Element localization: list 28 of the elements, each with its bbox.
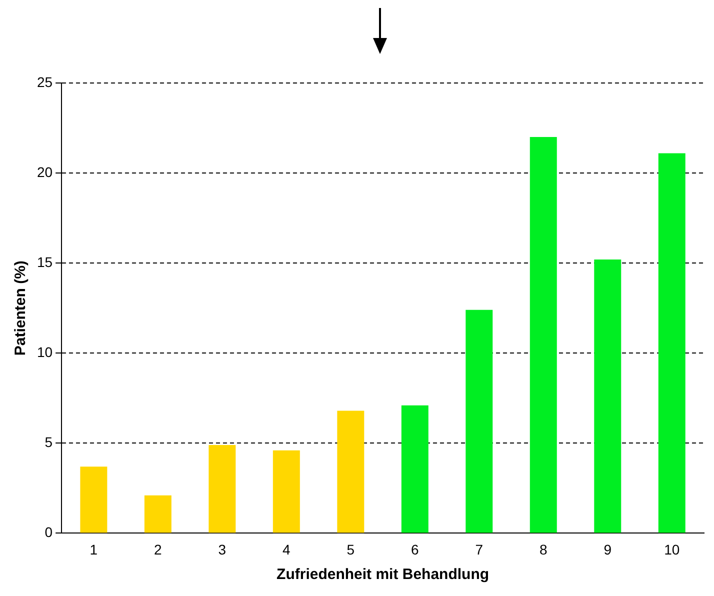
x-tick-label: 1 — [90, 541, 98, 558]
bar — [401, 405, 428, 533]
bar — [208, 444, 236, 533]
x-tick-label: 4 — [282, 541, 291, 558]
y-axis-title: Patienten (%) — [12, 260, 30, 356]
bar — [272, 450, 300, 533]
y-tick-label: 20 — [36, 164, 53, 180]
bar — [466, 310, 493, 533]
y-tick-label: 5 — [44, 434, 53, 450]
x-tick-label: 3 — [218, 541, 226, 558]
y-tick-label: 10 — [36, 344, 53, 360]
x-axis-title: Zufriedenheit mit Behandlung — [276, 566, 490, 584]
x-tick-label: 5 — [346, 541, 355, 558]
x-tick-label: 2 — [154, 541, 162, 558]
bar — [80, 466, 108, 533]
x-tick-label: 7 — [475, 541, 484, 558]
bar — [337, 410, 364, 533]
x-tick-label: 9 — [604, 541, 612, 558]
y-tick-label: 15 — [36, 254, 53, 270]
x-tick-label: 10 — [664, 541, 680, 558]
bar — [658, 153, 686, 533]
x-tick-label: 8 — [539, 541, 548, 558]
bar — [530, 137, 557, 533]
y-tick-label: 25 — [36, 74, 53, 90]
y-tick-label: 0 — [44, 524, 53, 540]
x-tick-label: 6 — [411, 541, 420, 558]
bar — [594, 259, 622, 533]
bar — [144, 495, 172, 533]
